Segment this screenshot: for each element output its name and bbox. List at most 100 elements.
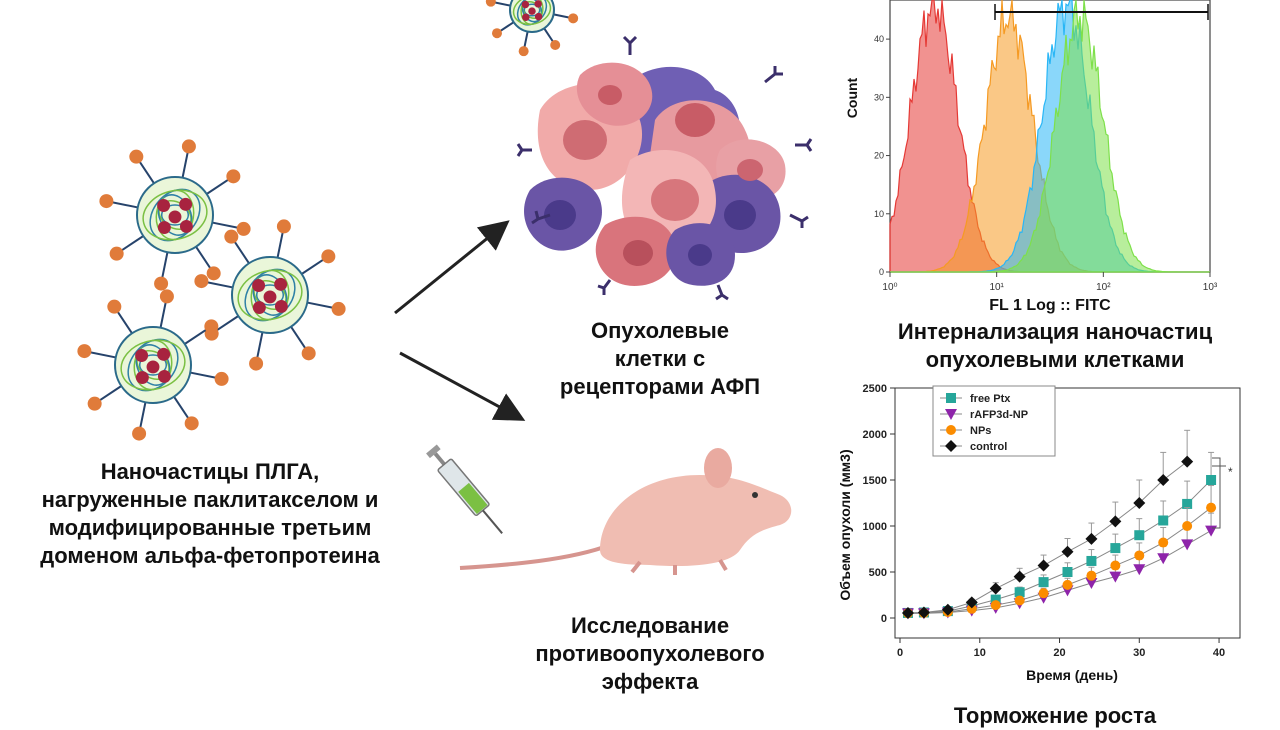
ligand-ball — [276, 219, 291, 234]
ligand-ball — [194, 274, 209, 289]
ligand-ball — [132, 426, 147, 441]
caption-line: Опухолевые — [591, 318, 729, 343]
drug-molecule — [274, 277, 288, 291]
caption-line: эффекта — [601, 669, 699, 694]
ligand-ball — [99, 194, 114, 209]
caption-line: модифицированные третьим — [48, 515, 372, 540]
x-tick-label: 10² — [1096, 282, 1111, 293]
data-point — [1158, 537, 1169, 548]
data-point — [1086, 555, 1097, 566]
data-point — [1181, 455, 1194, 468]
growth-x-label: Время (день) — [1026, 667, 1118, 683]
plot-frame — [894, 387, 1241, 639]
legend: free Ptx rAFP3d-NP NPs control — [932, 385, 1056, 457]
drug-molecule — [263, 290, 277, 304]
x-tick-label: 40 — [1213, 647, 1225, 659]
drug-molecule — [135, 371, 149, 384]
ligand-ball — [87, 396, 102, 411]
data-point — [1181, 539, 1194, 551]
data-point — [1206, 475, 1217, 485]
nanoparticle-1 — [99, 139, 251, 291]
polymer-strand — [160, 204, 190, 226]
nanoparticles-caption: Наночастицы ПЛГА, нагруженные паклитаксе… — [15, 458, 405, 570]
drug-molecule — [157, 221, 171, 234]
ligand-ball — [236, 221, 251, 236]
data-point — [1134, 550, 1145, 561]
data-point — [966, 603, 977, 614]
nanoparticle-small — [485, 0, 579, 57]
x-tick-label: 0 — [897, 647, 903, 659]
drug-molecule — [179, 219, 193, 233]
y-tick-label: 30 — [874, 92, 884, 102]
polymer-strand — [512, 0, 552, 26]
nanoparticle-3 — [77, 289, 229, 441]
drug-molecule — [521, 0, 530, 9]
tumor-growth-chart: 0 10 20 30 40 0 500 1000 1500 2000 2500 free Ptx rA… — [837, 383, 1241, 683]
drug-molecule — [252, 301, 266, 314]
ligand-ball — [226, 169, 241, 184]
data-point — [1013, 570, 1026, 583]
data-point — [1158, 515, 1169, 526]
data-point — [1110, 543, 1121, 554]
data-point — [1182, 521, 1193, 531]
ligand-ball — [321, 249, 336, 264]
internalization-caption: Интернализация наночастиц опухолевыми кл… — [870, 318, 1240, 374]
data-point — [945, 409, 957, 420]
ligand-ball — [159, 289, 174, 304]
ligand-ball — [568, 13, 579, 24]
polymer-strand — [142, 189, 208, 241]
data-point — [1109, 571, 1122, 583]
y-tick-label: 10 — [874, 209, 884, 219]
ligand-ball — [107, 299, 122, 314]
ligand-ball — [154, 276, 169, 291]
growth-y-label: Объем опухоли (мм3) — [837, 449, 853, 600]
data-point — [990, 594, 1001, 605]
ligand-ball — [331, 301, 346, 316]
data-point — [965, 596, 978, 609]
ligand-ball — [184, 416, 199, 431]
data-point — [946, 393, 956, 403]
significance-mark: * — [1228, 465, 1233, 479]
caption-line: клетки с — [614, 346, 706, 371]
drug-molecule — [168, 210, 182, 224]
data-point — [1110, 560, 1121, 571]
caption-line: Торможение роста — [953, 703, 1157, 728]
data-point — [1062, 579, 1073, 590]
y-tick-label: 1500 — [863, 475, 887, 487]
ligand-ball — [224, 229, 239, 244]
legend-label: NPs — [970, 425, 991, 437]
y-tick-label: 40 — [874, 34, 884, 44]
drug-molecule — [528, 7, 536, 15]
data-point — [1038, 588, 1049, 599]
ligand-ball — [129, 149, 144, 164]
data-point — [1062, 567, 1073, 577]
data-point — [1085, 532, 1098, 545]
drug-molecule — [522, 13, 530, 21]
afp-receptors — [516, 35, 813, 301]
tumor-cells-caption: Опухолевые клетки с рецепторами АФП — [520, 317, 800, 401]
y-tick-label: 2500 — [863, 383, 887, 395]
ligand-ball — [77, 344, 92, 359]
ligand-ball — [109, 246, 124, 261]
data-point — [1014, 595, 1025, 606]
polymer-strand — [523, 3, 541, 17]
drug-molecule — [157, 347, 171, 361]
data-point — [1109, 515, 1122, 528]
polymer-strand — [138, 354, 168, 376]
ligand-ball — [485, 0, 496, 7]
data-point — [1133, 497, 1146, 509]
y-tick-label: 1000 — [863, 521, 887, 533]
ligand-ball — [550, 40, 561, 51]
data-point — [990, 600, 1001, 611]
drug-molecule — [157, 199, 171, 212]
data-point — [1133, 564, 1146, 576]
caption-line: Наночастицы ПЛГА, — [100, 459, 320, 484]
caption-line: опухолевыми клетками — [925, 347, 1185, 372]
x-tick-label: 30 — [1133, 647, 1145, 659]
data-point — [1014, 587, 1025, 598]
y-tick-label: 20 — [874, 151, 884, 161]
ligand-ball — [206, 266, 221, 281]
caption-line: Интернализация наночастиц — [897, 319, 1213, 344]
y-tick-label: 2000 — [863, 429, 887, 441]
arrow-to-tumor-cells — [394, 220, 510, 315]
